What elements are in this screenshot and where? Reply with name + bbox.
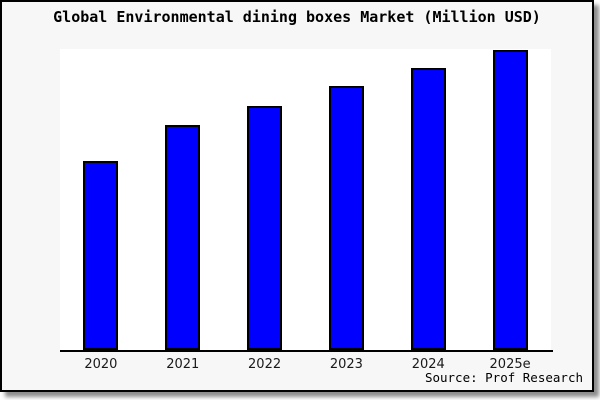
x-tick-label-2023: 2023: [329, 357, 363, 372]
x-tick-label-2025e: 2025e: [489, 357, 531, 372]
x-axis: [60, 350, 553, 352]
x-tick-label-2022: 2022: [248, 357, 282, 372]
x-tick-label-2024: 2024: [411, 357, 445, 372]
x-tick-label-2020: 2020: [84, 357, 118, 372]
bar-2024: [410, 68, 446, 350]
plot-area: [60, 49, 551, 350]
chart-frame: Global Environmental dining boxes Market…: [0, 0, 594, 392]
bar-2021: [165, 125, 201, 350]
chart-title: Global Environmental dining boxes Market…: [53, 8, 541, 26]
x-tick-label-2021: 2021: [166, 357, 200, 372]
source-text: Source: Prof Research: [424, 370, 583, 385]
bar-2022: [247, 106, 283, 350]
bar-2025e: [492, 50, 528, 350]
bar-2023: [328, 86, 364, 350]
bar-2020: [83, 161, 119, 350]
